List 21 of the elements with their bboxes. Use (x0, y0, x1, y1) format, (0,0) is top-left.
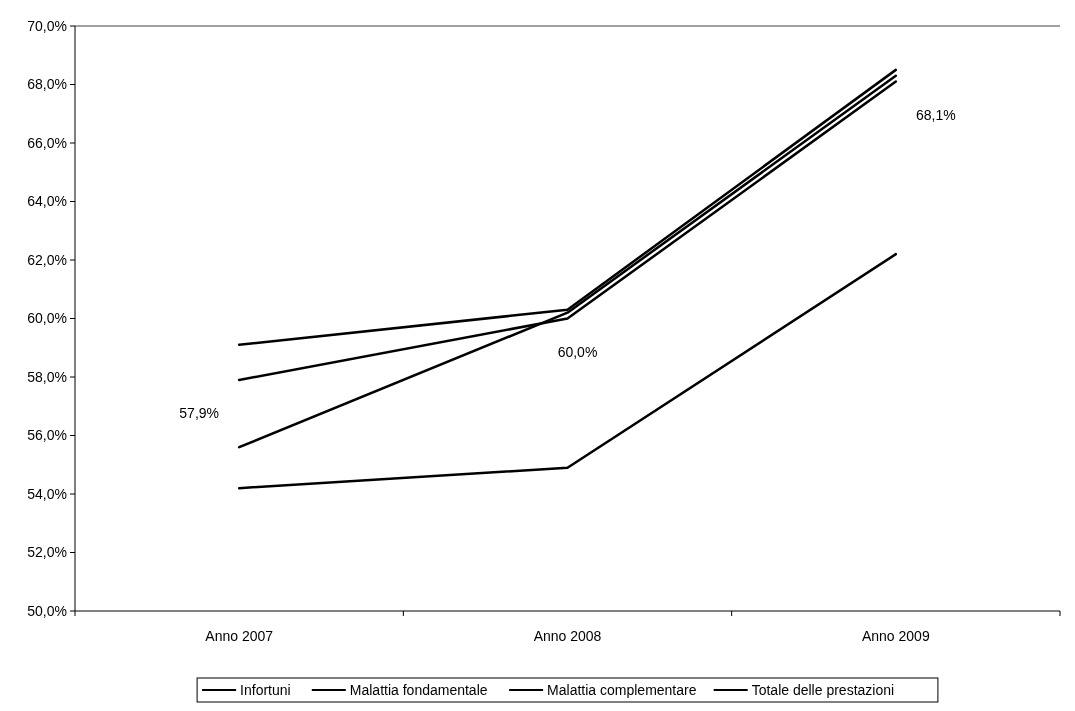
y-tick-label: 50,0% (27, 602, 67, 619)
y-tick-label: 62,0% (27, 251, 67, 268)
legend-label: Totale delle prestazioni (751, 681, 895, 698)
x-tick-label: Anno 2007 (205, 628, 274, 644)
data-label: 57,9% (179, 404, 220, 421)
x-tick-label: Anno 2008 (533, 628, 602, 644)
y-tick-label: 68,0% (27, 76, 67, 93)
legend-label: Infortuni (240, 681, 291, 698)
x-tick-label: Anno 2009 (861, 628, 930, 644)
y-tick-label: 56,0% (27, 427, 67, 444)
y-tick-label: 54,0% (27, 485, 67, 502)
y-tick-label: 52,0% (27, 544, 67, 561)
data-label: 60,0% (557, 343, 598, 360)
y-tick-label: 70,0% (27, 17, 67, 34)
legend-label: Malattia fondamentale (349, 681, 488, 698)
data-label: 68,1% (915, 106, 956, 123)
y-tick-label: 58,0% (27, 368, 67, 385)
y-tick-label: 60,0% (27, 310, 67, 327)
y-tick-label: 64,0% (27, 193, 67, 210)
y-tick-label: 66,0% (27, 134, 67, 151)
legend-label: Malattia complementare (547, 681, 697, 698)
